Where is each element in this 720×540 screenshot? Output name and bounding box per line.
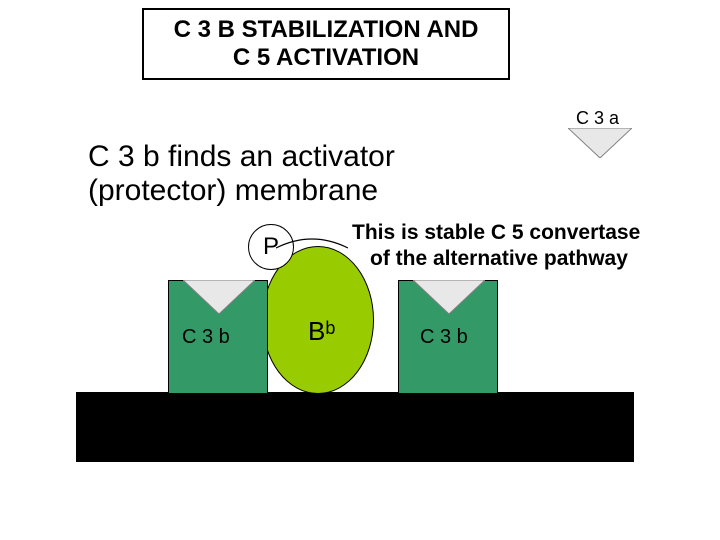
membrane-bar xyxy=(76,392,634,462)
c3b-right-label: C 3 b xyxy=(420,326,468,349)
c3a-triangle-icon xyxy=(568,128,632,158)
title-line2: C 5 ACTIVATION xyxy=(144,44,508,72)
c3a-label: C 3 a xyxy=(576,108,619,129)
subtitle: C 3 b finds an activator (protector) mem… xyxy=(88,140,395,208)
stable-line1: This is stable C 5 convertase xyxy=(352,220,640,246)
c3b-left-notch-icon xyxy=(183,280,255,314)
title-box: C 3 B STABILIZATION AND C 5 ACTIVATION xyxy=(142,8,510,80)
subtitle-line2: (protector) membrane xyxy=(88,174,395,208)
stable-line2: of the alternative pathway xyxy=(352,246,640,272)
p-arc-icon xyxy=(276,236,348,264)
stable-text: This is stable C 5 convertase of the alt… xyxy=(352,220,640,272)
c3b-right-notch-icon xyxy=(413,280,485,314)
c3b-left-label: C 3 b xyxy=(182,326,230,349)
title-line1: C 3 B STABILIZATION AND xyxy=(144,16,508,44)
bb-b: b xyxy=(325,318,335,338)
bb-label: Bb xyxy=(308,316,335,347)
subtitle-line1: C 3 b finds an activator xyxy=(88,140,395,174)
bb-B: B xyxy=(308,316,325,346)
